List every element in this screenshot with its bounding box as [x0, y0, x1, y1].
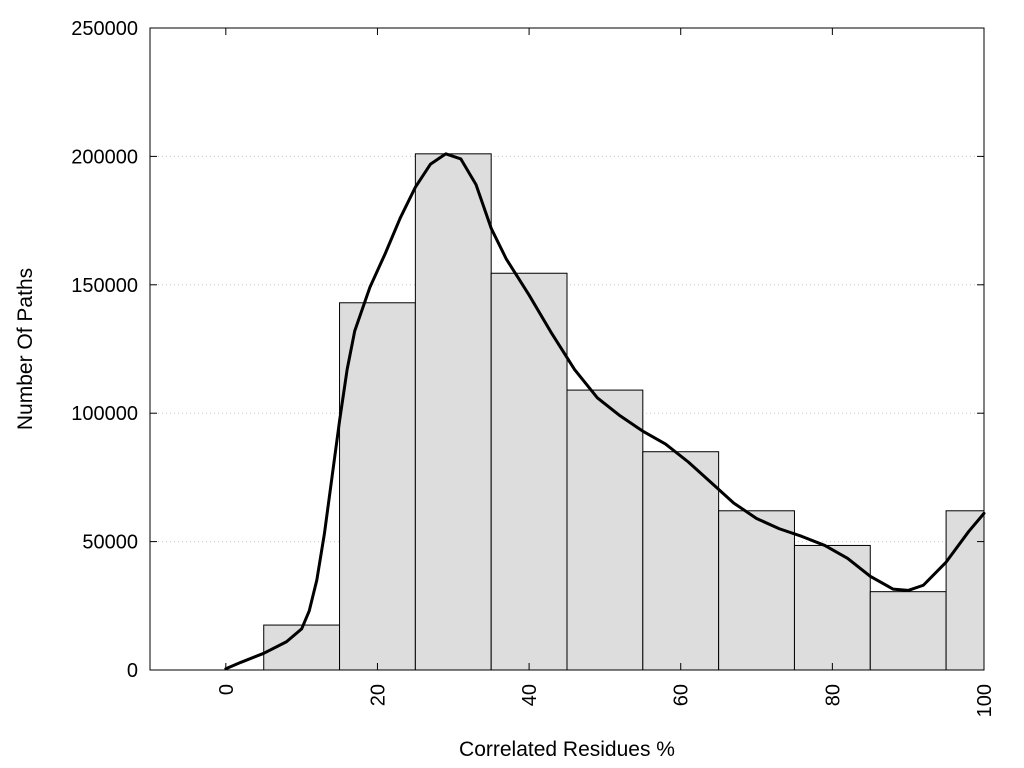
histogram-bar: [793, 544, 871, 671]
x-tick-label: 40: [519, 684, 541, 706]
y-axis-label: Number Of Paths: [14, 268, 37, 430]
x-tick-label: 60: [671, 684, 693, 706]
histogram-bars: [263, 153, 985, 671]
histogram-bar: [869, 591, 947, 671]
y-axis-ticks: 0 50000 100000 150000 200000 250000: [71, 18, 984, 682]
histogram-bar: [490, 272, 568, 671]
y-tick-label: 200000: [71, 146, 138, 168]
density-curve-line: [224, 152, 986, 671]
y-tick-label: 150000: [71, 275, 138, 297]
histogram-bar: [718, 510, 795, 671]
histogram-bar: [339, 302, 416, 671]
histogram-bar: [642, 451, 720, 671]
x-axis-label: Correlated Residues %: [459, 738, 675, 761]
x-tick-label: 80: [822, 684, 844, 706]
density-curve: [224, 152, 986, 671]
x-tick-label: 0: [216, 684, 238, 695]
x-tick-label: 20: [367, 684, 389, 706]
x-tick-label: 100: [974, 684, 996, 717]
y-tick-label: 0: [127, 660, 138, 682]
y-tick-label: 250000: [71, 18, 138, 40]
histogram-bar: [414, 153, 492, 671]
y-tick-label: 50000: [82, 532, 138, 554]
x-axis-ticks: 0 20 40 60 80 100: [216, 28, 996, 717]
y-tick-label: 100000: [71, 403, 138, 425]
histogram-bar: [566, 389, 644, 671]
plot-frame: [149, 27, 985, 671]
